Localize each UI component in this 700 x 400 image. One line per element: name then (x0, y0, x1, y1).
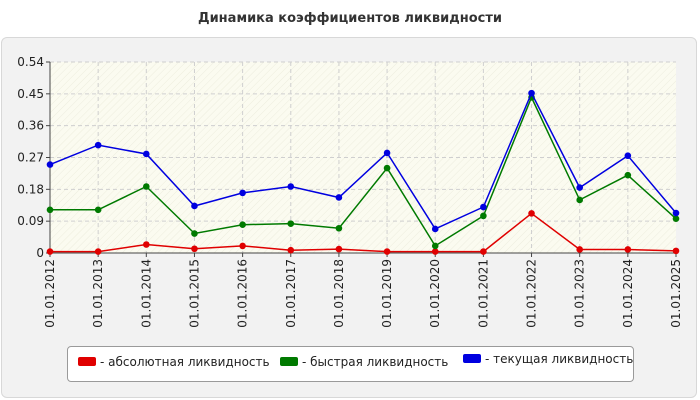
series-2-point (480, 212, 487, 220)
series-line-2 (50, 95, 677, 247)
x-tick-label: 01.01.2013 (91, 259, 105, 328)
series-2-point (335, 224, 343, 232)
legend-swatch (78, 357, 96, 366)
series-3-point (480, 203, 487, 211)
x-tick-label: 01.01.2014 (139, 259, 153, 328)
chart-legend: - абсолютная ликвидность - быстрая ликвид… (67, 346, 634, 382)
series-3-point (191, 202, 198, 210)
x-tick-label: 01.01.2019 (380, 259, 394, 328)
legend-label: - абсолютная ликвидность (100, 355, 270, 369)
legend-item-3: - текущая ликвидность (463, 352, 633, 366)
y-tick-label: 0.54 (17, 55, 44, 69)
x-tick-label: 01.01.2012 (43, 259, 57, 328)
series-1-point (480, 248, 487, 255)
series-1-point (143, 241, 150, 248)
series-1-point (94, 248, 102, 255)
y-tick-label: 0.36 (17, 119, 44, 133)
series-1-point (528, 210, 535, 217)
y-tick-label: 0.18 (17, 182, 44, 196)
series-2-point (383, 164, 391, 172)
x-tick-label: 01.01.2018 (332, 259, 346, 328)
x-tick-label: 01.01.2020 (428, 259, 442, 328)
series-3-point (143, 150, 150, 158)
chart-title: Динамика коэффициентов ликвидности (198, 11, 502, 26)
series-2-point (672, 215, 680, 222)
x-tick-label: 01.01.2022 (525, 259, 539, 328)
legend-swatch (463, 354, 481, 363)
series-2-point (624, 171, 632, 179)
series-2-point (94, 206, 102, 214)
series-3-point (624, 152, 632, 160)
series-1-point (624, 246, 632, 253)
x-tick-label: 01.01.2023 (573, 259, 587, 328)
series-1-point (576, 246, 583, 253)
series-3-point (672, 209, 680, 217)
x-tick-label: 01.01.2021 (476, 259, 490, 328)
series-1-point (287, 246, 295, 254)
series-3-point (383, 149, 391, 157)
series-2-point (46, 206, 54, 214)
series-1-point (672, 247, 680, 255)
legend-label: - быстрая ликвидность (302, 355, 449, 369)
series-1-point (46, 248, 54, 255)
legend-label: - текущая ликвидность (485, 352, 634, 366)
x-tick-label: 01.01.2024 (621, 259, 635, 328)
series-2-point (239, 221, 246, 229)
series-3-point (576, 184, 583, 191)
x-tick-label: 01.01.2025 (669, 259, 683, 328)
legend-item-1: - абсолютная ликвидность (78, 355, 270, 369)
series-1-point (383, 248, 391, 255)
y-tick-label: 0.27 (17, 151, 44, 165)
y-tick-label: 0 (36, 246, 44, 260)
series-2-point (576, 196, 583, 204)
series-2-point (191, 230, 198, 237)
legend-swatch (280, 357, 298, 366)
series-3-point (239, 189, 246, 197)
x-tick-label: 01.01.2015 (187, 259, 201, 328)
series-1-point (191, 245, 198, 253)
series-2-point (287, 220, 295, 227)
series-1-point (431, 248, 439, 255)
series-3-point (94, 141, 102, 149)
series-2-point (143, 183, 150, 190)
series-3-point (335, 194, 343, 201)
series-3-point (287, 183, 295, 190)
y-tick-label: 0.09 (17, 214, 44, 228)
series-3-point (431, 225, 439, 233)
series-1-point (239, 242, 246, 250)
legend-item-2: - быстрая ликвидность (280, 355, 448, 369)
x-tick-label: 01.01.2017 (284, 259, 298, 328)
y-tick-label: 0.45 (17, 87, 44, 101)
series-1-point (335, 245, 343, 253)
series-2-point (431, 242, 439, 250)
series-line-3 (49, 91, 677, 230)
series-line-1 (50, 212, 677, 253)
series-3-point (528, 89, 535, 97)
x-tick-label: 01.01.2016 (236, 259, 250, 328)
series-3-point (46, 161, 54, 168)
